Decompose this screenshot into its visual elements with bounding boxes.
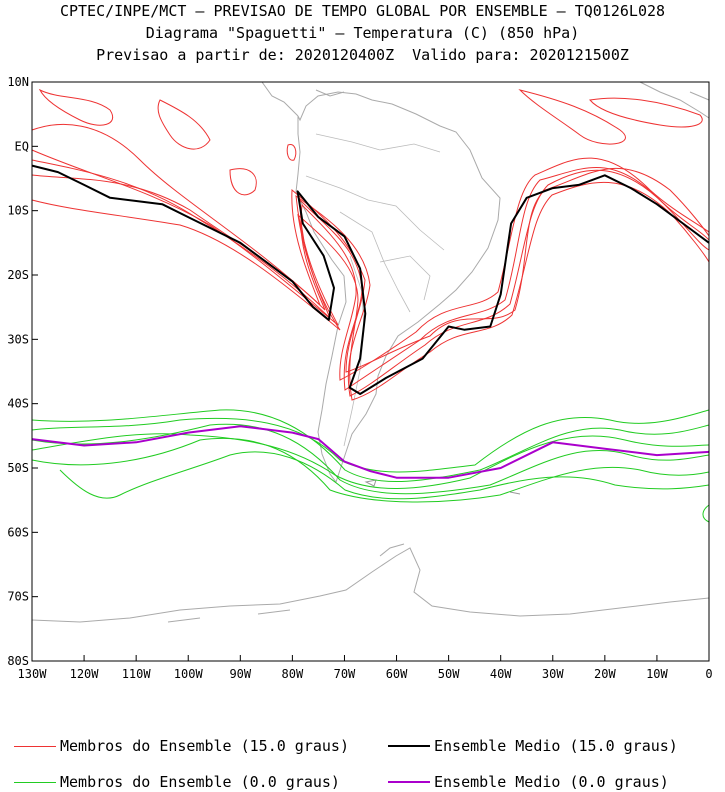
antarctic-islands — [167, 543, 405, 623]
y-tick-label: EQ — [15, 139, 29, 153]
ensemble-member-0-e — [59, 451, 710, 500]
y-tick-label: 70S — [7, 590, 29, 604]
ensemble-member-15-e — [31, 181, 710, 401]
x-tick-label: 130W — [18, 667, 48, 681]
title-block: CPTEC/INPE/MCT – PREVISAO DE TEMPO GLOBA… — [0, 0, 725, 66]
ensemble-member-0-a — [31, 409, 710, 483]
ensemble-mean-line-0 — [31, 425, 710, 479]
y-tick-label: 50S — [7, 461, 29, 475]
legend: Membros do Ensemble (15.0 graus) Ensembl… — [0, 730, 725, 792]
ensemble-member-15-tropics-3 — [518, 89, 626, 145]
ensemble-member-0-d — [31, 409, 710, 473]
ensemble-member-15-tropics-4 — [589, 97, 703, 128]
x-tick-label: 50W — [438, 667, 460, 681]
x-tick-label: 20W — [594, 667, 616, 681]
x-tick-label: 60W — [386, 667, 408, 681]
y-tick-label: 30S — [7, 332, 29, 346]
ensemble-member-15-tropics-1 — [38, 88, 113, 126]
x-tick-label: 70W — [334, 667, 356, 681]
y-tick-label: 20S — [7, 268, 29, 282]
x-tick-label: 10W — [646, 667, 668, 681]
ensemble-member-15-a — [31, 159, 710, 391]
ensemble-member-0-b — [31, 423, 710, 495]
central-america-coastline — [261, 81, 345, 117]
map-layer — [31, 81, 710, 623]
legend-label-purple-mean: Ensemble Medio (0.0 graus) — [434, 773, 669, 791]
y-tick-label: 10N — [7, 75, 29, 89]
ensemble-member-0-island — [702, 504, 710, 523]
legend-label-black-mean: Ensemble Medio (15.0 graus) — [434, 737, 678, 755]
y-tick-label: 80S — [7, 654, 29, 668]
x-tick-label: 40W — [490, 667, 512, 681]
ensemble-member-0-c — [31, 437, 710, 503]
legend-item-red-members: Membros do Ensemble (15.0 graus) — [14, 736, 349, 756]
x-tick-label: 0 — [705, 667, 712, 681]
legend-label-red-members: Membros do Ensemble (15.0 graus) — [60, 737, 349, 755]
ensemble-member-15-tropics-5 — [229, 168, 257, 196]
country-borders — [305, 133, 445, 447]
ensemble-members-0 — [31, 409, 710, 523]
south-america-coastline — [295, 91, 501, 484]
x-tick-label: 80W — [282, 667, 304, 681]
legend-item-purple-mean: Ensemble Medio (0.0 graus) — [388, 772, 669, 792]
x-tick-label: 110W — [122, 667, 152, 681]
legend-swatch-purple-mean — [388, 781, 430, 783]
antarctica-coastline — [31, 547, 710, 623]
legend-swatch-green-members — [14, 781, 56, 783]
legend-label-green-members: Membros do Ensemble (0.0 graus) — [60, 773, 340, 791]
south-atlantic-islands — [364, 479, 521, 495]
spaghetti-chart: 130W 120W 110W 100W 90W 80W 70W 60W 50W 40W 30W 20W… — [7, 75, 712, 681]
ensemble-member-15-tropics-6 — [286, 143, 297, 161]
y-tick-label: 10S — [7, 204, 29, 218]
x-tick-label: 30W — [542, 667, 564, 681]
x-tick-label: 90W — [229, 667, 251, 681]
x-tick-label: 120W — [70, 667, 100, 681]
ensemble-mean-line-15 — [31, 164, 710, 395]
legend-item-black-mean: Ensemble Medio (15.0 graus) — [388, 736, 678, 756]
ensemble-member-0-f — [31, 433, 710, 489]
legend-swatch-red-members — [14, 745, 56, 747]
legend-item-green-members: Membros do Ensemble (0.0 graus) — [14, 772, 340, 792]
axis-ticks: 130W 120W 110W 100W 90W 80W 70W 60W 50W 40W 30W 20W… — [7, 75, 712, 681]
ensemble-mean-lines — [31, 164, 710, 479]
legend-swatch-black-mean — [388, 745, 430, 747]
ensemble-member-15-tropics-2 — [157, 99, 211, 150]
x-tick-label: 100W — [174, 667, 204, 681]
plot-frame — [31, 81, 710, 662]
title-line-3: Previsao a partir de: 2020120400Z Valido… — [96, 46, 629, 64]
title-line-1: CPTEC/INPE/MCT – PREVISAO DE TEMPO GLOBA… — [59, 2, 666, 20]
ensemble-member-15-d — [31, 123, 710, 373]
y-tick-label: 40S — [7, 397, 29, 411]
africa-coastline — [639, 81, 710, 119]
title-line-2: Diagrama "Spaguetti" – Temperatura (C) (… — [145, 24, 580, 42]
y-tick-label: 60S — [7, 525, 29, 539]
